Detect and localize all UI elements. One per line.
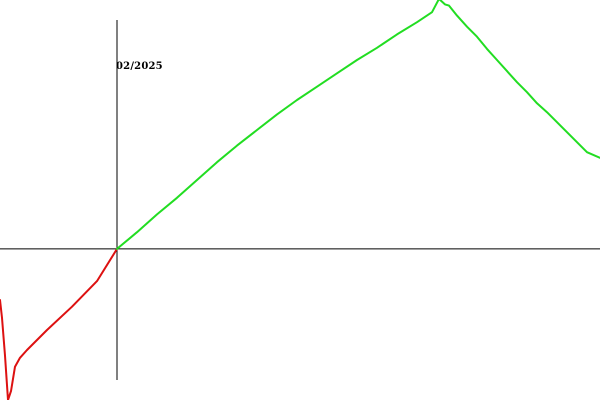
series-line-positive [116, 0, 600, 250]
series-line-negative [0, 247, 118, 400]
chart-label: 02/2025 [116, 61, 163, 72]
